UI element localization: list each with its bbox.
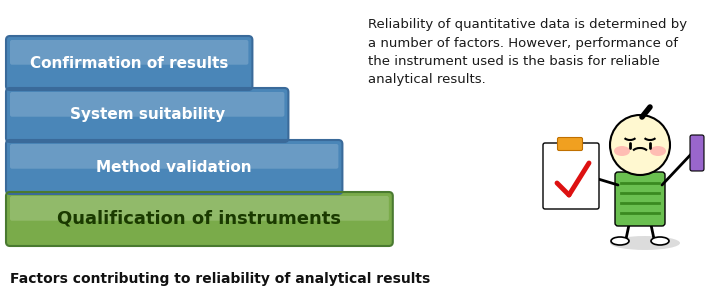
Text: Reliability of quantitative data is determined by
a number of factors. However, : Reliability of quantitative data is dete… bbox=[368, 18, 687, 86]
Ellipse shape bbox=[650, 146, 666, 156]
Text: Method validation: Method validation bbox=[96, 159, 252, 175]
FancyBboxPatch shape bbox=[6, 140, 343, 194]
Text: Qualification of instruments: Qualification of instruments bbox=[58, 210, 341, 228]
Ellipse shape bbox=[610, 236, 680, 250]
FancyBboxPatch shape bbox=[6, 36, 253, 90]
Ellipse shape bbox=[651, 237, 669, 245]
FancyBboxPatch shape bbox=[557, 137, 582, 150]
Ellipse shape bbox=[611, 237, 629, 245]
FancyBboxPatch shape bbox=[615, 172, 665, 226]
Text: Confirmation of results: Confirmation of results bbox=[30, 55, 228, 71]
FancyBboxPatch shape bbox=[10, 40, 248, 65]
FancyBboxPatch shape bbox=[10, 196, 389, 221]
Text: System suitability: System suitability bbox=[70, 108, 225, 122]
FancyBboxPatch shape bbox=[10, 144, 338, 169]
FancyBboxPatch shape bbox=[10, 92, 284, 117]
Ellipse shape bbox=[614, 146, 630, 156]
Circle shape bbox=[610, 115, 670, 175]
FancyBboxPatch shape bbox=[690, 135, 704, 171]
Text: Factors contributing to reliability of analytical results: Factors contributing to reliability of a… bbox=[10, 272, 431, 286]
FancyBboxPatch shape bbox=[543, 143, 599, 209]
FancyBboxPatch shape bbox=[6, 88, 289, 142]
FancyBboxPatch shape bbox=[6, 192, 393, 246]
